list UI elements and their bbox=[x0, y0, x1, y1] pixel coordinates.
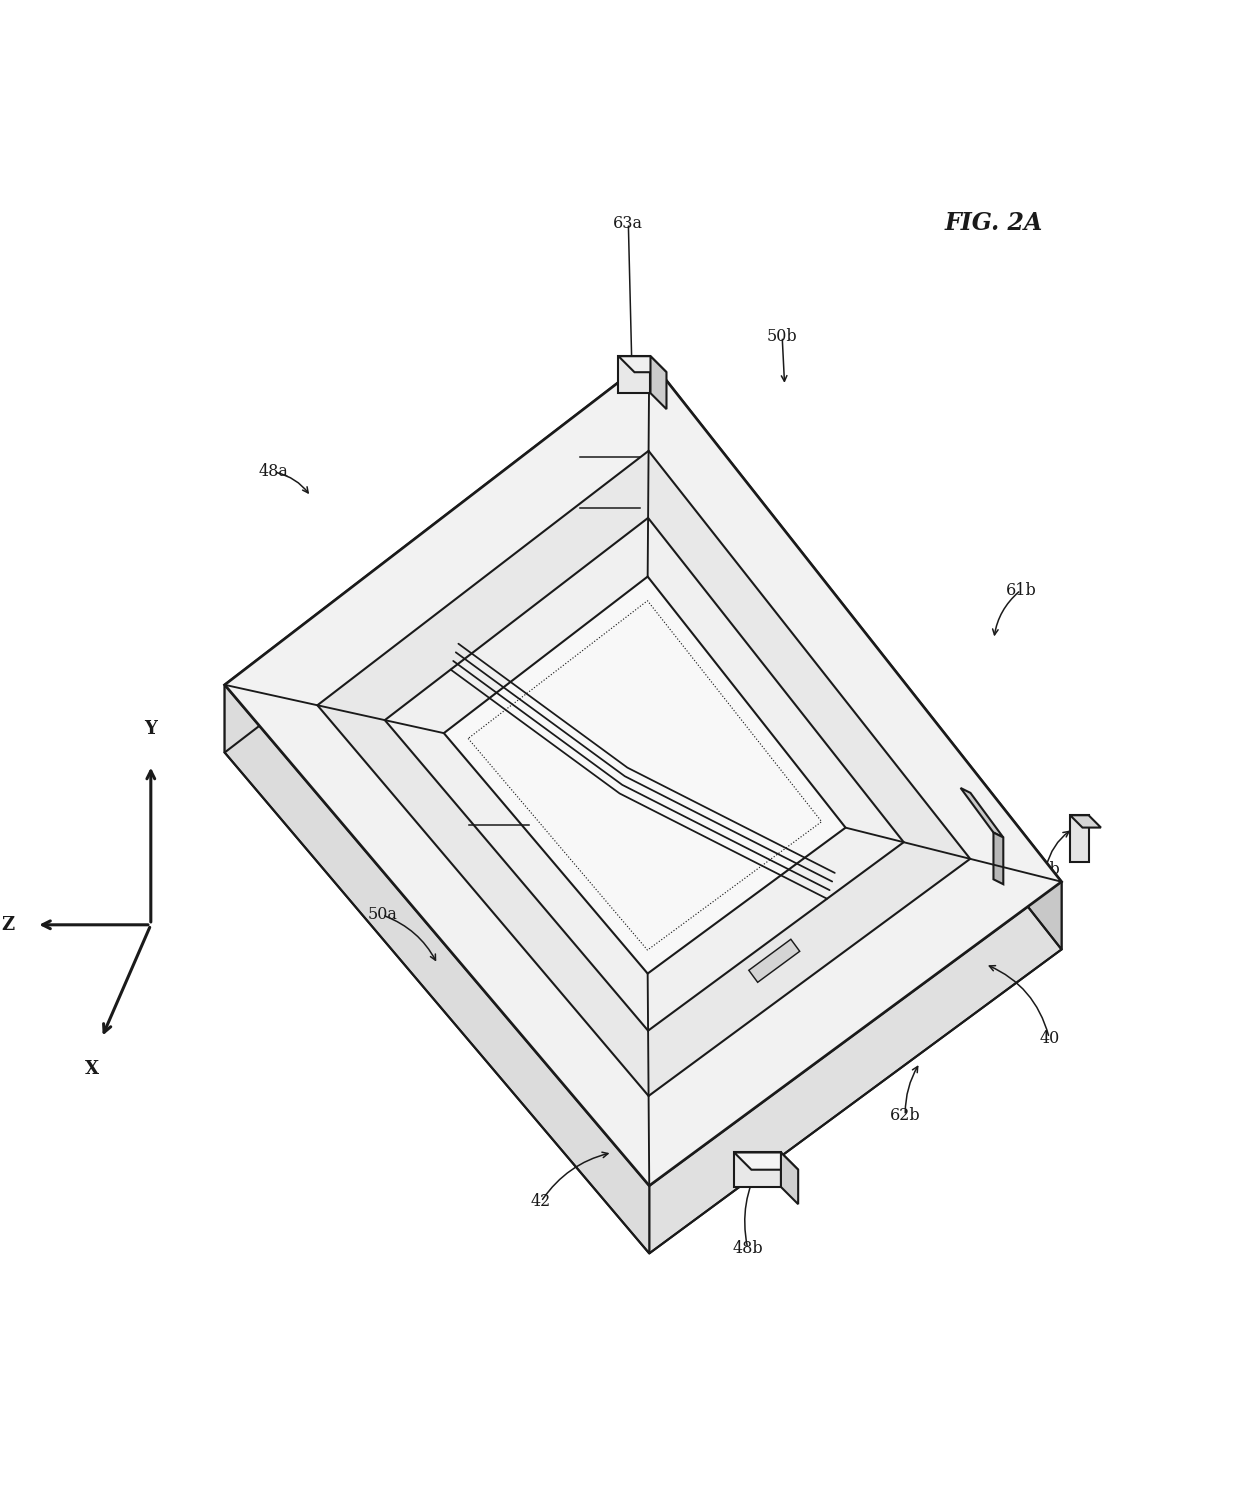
Polygon shape bbox=[1070, 816, 1101, 828]
Text: 46: 46 bbox=[786, 757, 807, 774]
Polygon shape bbox=[619, 357, 651, 393]
Text: 50a: 50a bbox=[367, 906, 397, 924]
Polygon shape bbox=[384, 518, 904, 1031]
Text: Y: Y bbox=[144, 719, 157, 737]
Text: 63a: 63a bbox=[614, 215, 644, 232]
Text: 50b: 50b bbox=[766, 328, 797, 345]
Polygon shape bbox=[1070, 816, 1089, 862]
Polygon shape bbox=[650, 882, 1061, 1254]
Text: 58a: 58a bbox=[539, 728, 569, 745]
Text: FIG. 2A: FIG. 2A bbox=[945, 211, 1043, 235]
Text: 28: 28 bbox=[268, 691, 288, 707]
Text: 61b: 61b bbox=[1006, 581, 1037, 599]
Text: 42: 42 bbox=[531, 1193, 551, 1210]
Text: X: X bbox=[84, 1060, 99, 1078]
Polygon shape bbox=[734, 1153, 781, 1187]
Polygon shape bbox=[993, 832, 1003, 885]
Polygon shape bbox=[734, 1153, 799, 1169]
Polygon shape bbox=[224, 685, 650, 1254]
Text: 56a: 56a bbox=[595, 432, 625, 448]
Text: 63b: 63b bbox=[1030, 861, 1061, 877]
Polygon shape bbox=[224, 358, 1061, 1186]
Polygon shape bbox=[444, 576, 846, 974]
Text: 54a: 54a bbox=[484, 799, 515, 816]
Polygon shape bbox=[650, 358, 1061, 950]
Polygon shape bbox=[651, 357, 666, 409]
Text: 44: 44 bbox=[792, 826, 813, 843]
Polygon shape bbox=[224, 358, 650, 752]
Text: 52a: 52a bbox=[595, 482, 625, 498]
Polygon shape bbox=[317, 452, 970, 1096]
Polygon shape bbox=[619, 357, 666, 372]
Text: 48a: 48a bbox=[259, 464, 289, 480]
Text: 48b: 48b bbox=[733, 1240, 763, 1257]
Text: 62b: 62b bbox=[890, 1108, 920, 1124]
Polygon shape bbox=[644, 832, 993, 1138]
Text: Z: Z bbox=[1, 917, 14, 933]
Polygon shape bbox=[610, 789, 993, 1091]
Polygon shape bbox=[717, 915, 828, 1008]
Polygon shape bbox=[781, 1153, 799, 1204]
Polygon shape bbox=[961, 789, 1003, 837]
Text: 40: 40 bbox=[1039, 1029, 1059, 1046]
Polygon shape bbox=[749, 939, 800, 983]
